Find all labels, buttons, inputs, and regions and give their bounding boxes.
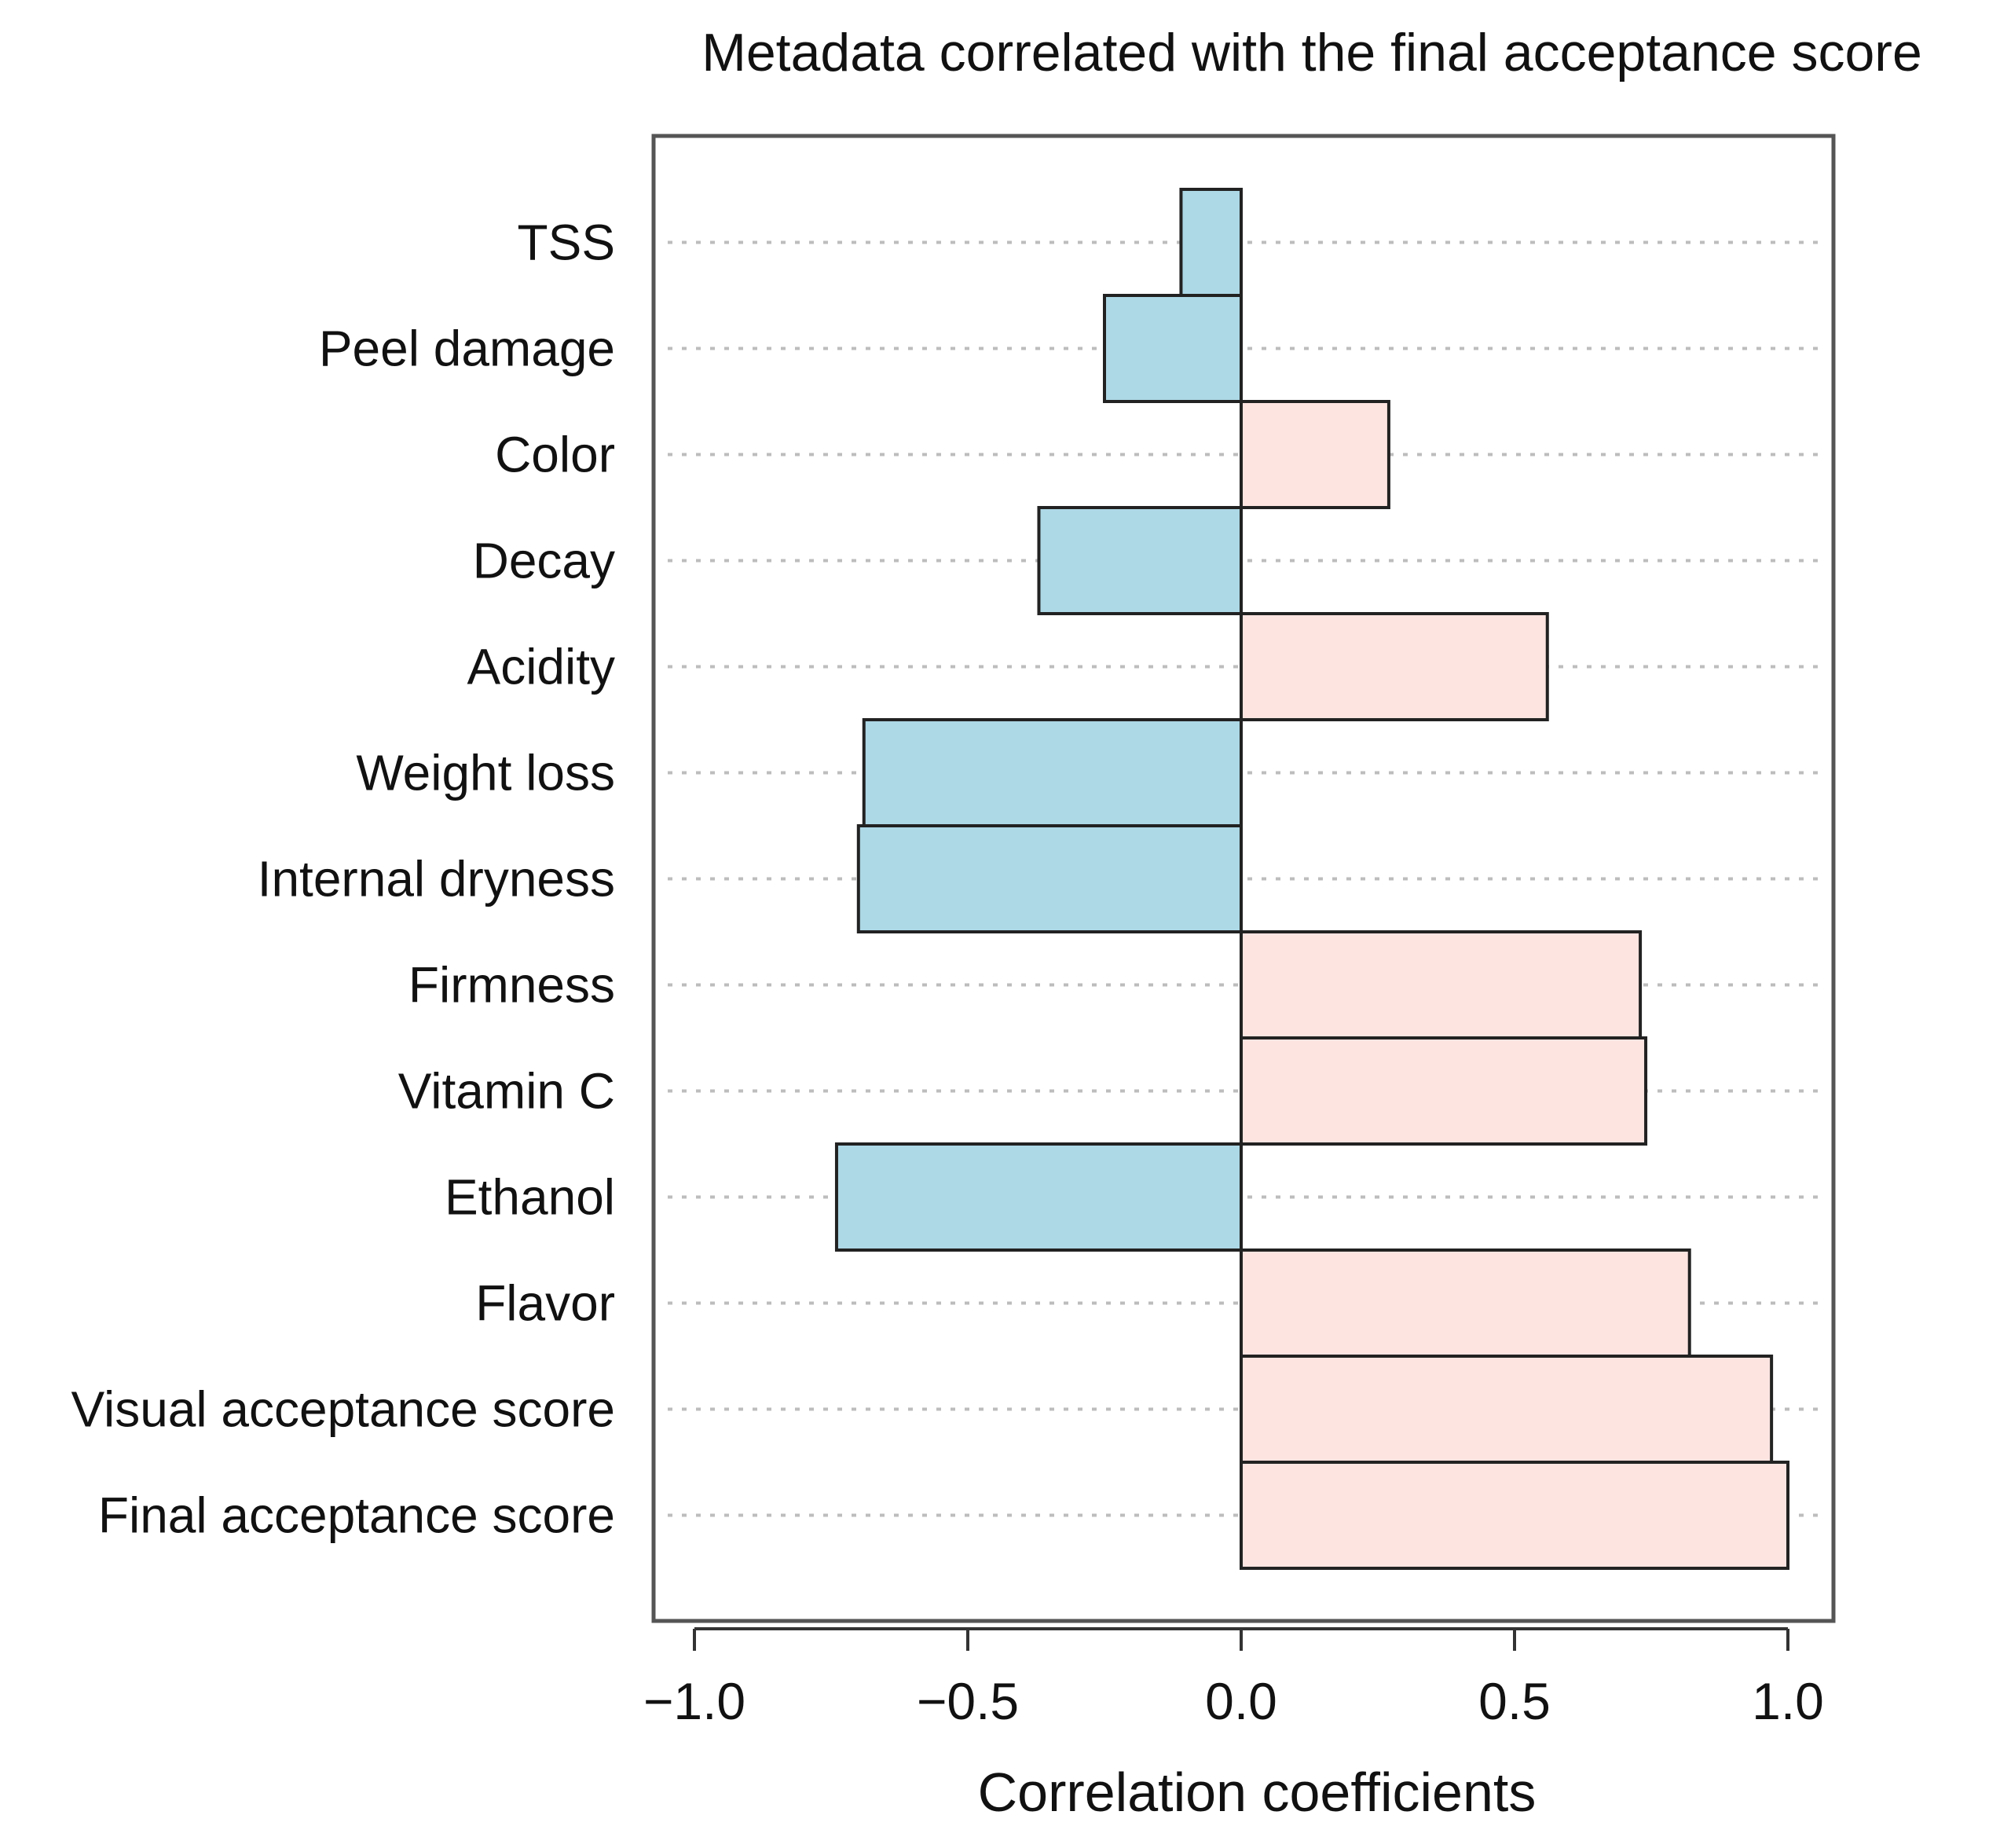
bar-flavor — [1240, 1248, 1691, 1358]
x-tick-label-4: 1.0 — [1752, 1672, 1824, 1730]
bar-decay — [1037, 506, 1243, 615]
bar-firmness — [1240, 930, 1643, 1040]
bar-peel-damage — [1103, 294, 1243, 403]
category-label-final-acceptance-score: Final acceptance score — [98, 1487, 615, 1544]
category-label-acidity: Acidity — [467, 639, 616, 695]
bar-internal-dryness — [856, 824, 1244, 933]
bar-color — [1240, 400, 1390, 509]
category-label-flavor: Flavor — [475, 1275, 615, 1332]
bar-final-acceptance-score — [1240, 1461, 1789, 1570]
category-label-color: Color — [495, 427, 615, 483]
x-axis-title: Correlation coefficients — [978, 1762, 1537, 1823]
category-label-peel-damage: Peel damage — [319, 321, 615, 377]
category-label-weight-loss: Weight loss — [356, 745, 615, 801]
category-label-internal-dryness: Internal dryness — [258, 851, 615, 908]
bar-vitamin-c — [1240, 1036, 1648, 1146]
bars — [834, 188, 1789, 1570]
category-label-tss: TSS — [518, 214, 615, 271]
category-label-ethanol: Ethanol — [445, 1169, 615, 1226]
category-label-vitamin-c: Vitamin C — [398, 1063, 615, 1120]
x-tick-label-1: −0.5 — [917, 1672, 1019, 1730]
chart-title: Metadata correlated with the final accep… — [701, 23, 1922, 82]
x-tick-label-3: 0.5 — [1478, 1672, 1551, 1730]
bar-acidity — [1240, 612, 1549, 721]
plot-frame — [651, 134, 1836, 1623]
x-tick-label-0: −1.0 — [643, 1672, 745, 1730]
x-axis: −1.0 −0.5 0.0 0.5 1.0 — [643, 1627, 1824, 1730]
category-label-decay: Decay — [473, 533, 615, 589]
bar-ethanol — [834, 1142, 1243, 1252]
category-labels: TSS Peel damage Color Decay Acidity Weight lo… — [71, 214, 615, 1544]
category-label-visual-acceptance-score: Visual acceptance score — [71, 1381, 615, 1438]
bar-tss — [1179, 188, 1243, 297]
bar-weight-loss — [862, 718, 1243, 827]
bar-visual-acceptance-score — [1240, 1355, 1774, 1464]
category-label-firmness: Firmness — [408, 957, 615, 1014]
x-tick-label-2: 0.0 — [1205, 1672, 1277, 1730]
